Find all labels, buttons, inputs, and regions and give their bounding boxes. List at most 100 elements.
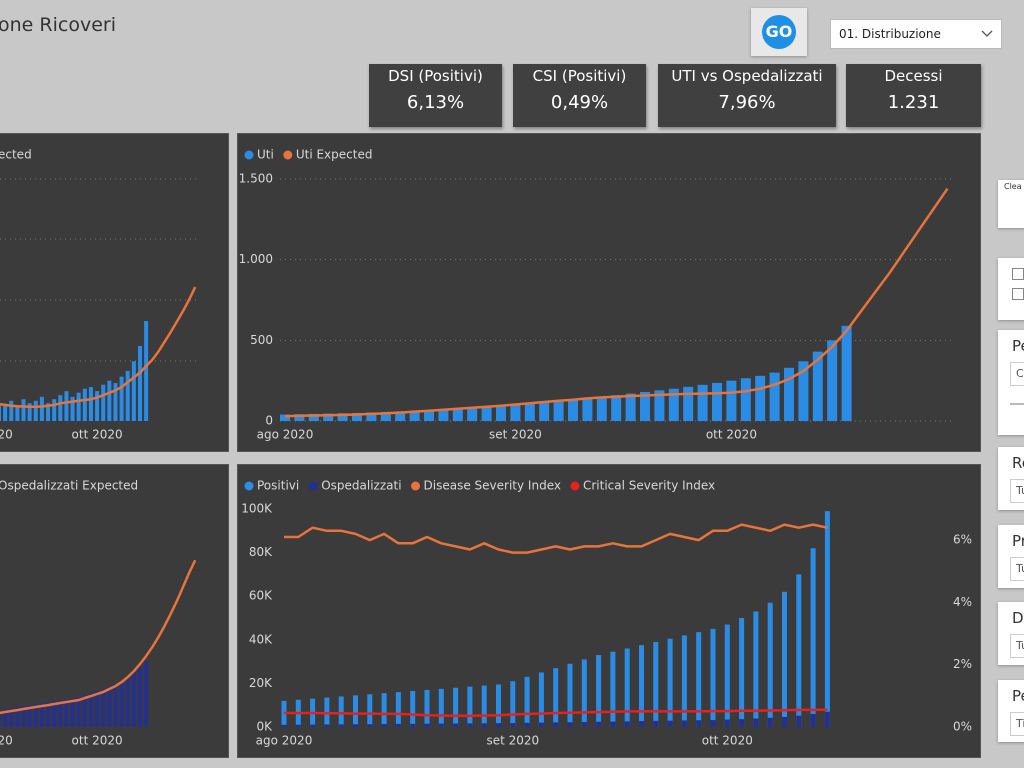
bar bbox=[131, 361, 136, 421]
bar bbox=[424, 723, 430, 727]
bar bbox=[784, 367, 794, 421]
bar bbox=[755, 375, 766, 421]
legend-marker bbox=[411, 481, 421, 491]
bar bbox=[467, 723, 473, 727]
panel bbox=[237, 464, 981, 758]
bar bbox=[510, 723, 516, 727]
bar bbox=[295, 724, 301, 727]
legend-label: Critical Severity Index bbox=[583, 479, 715, 493]
bar bbox=[381, 693, 387, 727]
slicer-field[interactable]: Tu bbox=[1010, 634, 1024, 658]
dropdown[interactable]: 01. Distribuzione bbox=[830, 19, 1002, 49]
bar bbox=[338, 724, 344, 727]
bar bbox=[3, 404, 8, 421]
bar bbox=[125, 370, 130, 421]
slicer-field[interactable]: C bbox=[1010, 362, 1024, 386]
line bbox=[0, 559, 197, 715]
bar bbox=[481, 723, 487, 727]
bar bbox=[798, 361, 809, 421]
bar bbox=[610, 721, 616, 727]
bar bbox=[381, 724, 387, 727]
legend-marker bbox=[308, 481, 318, 491]
slicer-field[interactable]: Tu bbox=[1010, 557, 1024, 581]
bar bbox=[76, 392, 81, 421]
bar bbox=[453, 687, 459, 727]
bar bbox=[0, 403, 1, 421]
tick-label: 0K bbox=[256, 720, 273, 734]
x-tick-label: ott 2020 bbox=[702, 734, 753, 748]
bar bbox=[395, 692, 401, 727]
bar bbox=[710, 720, 716, 727]
slicer-field[interactable]: Tu bbox=[1010, 479, 1024, 503]
go-label[interactable]: GO bbox=[762, 15, 796, 49]
bar bbox=[767, 717, 773, 727]
x-tick-label: ott 2020 bbox=[706, 428, 757, 442]
bar bbox=[52, 399, 57, 421]
bar bbox=[137, 345, 142, 421]
bar bbox=[524, 403, 535, 421]
kpi-card: Decessi 1.231 bbox=[846, 64, 981, 127]
tick-label: 2% bbox=[953, 657, 972, 671]
bar bbox=[812, 351, 823, 421]
kpi-value: 6,13% bbox=[406, 92, 465, 113]
tick-label: 80K bbox=[249, 545, 273, 559]
bar bbox=[144, 320, 149, 421]
bar bbox=[337, 413, 348, 421]
bar bbox=[410, 723, 416, 727]
page-title: one Ricoveri bbox=[0, 14, 116, 36]
bar bbox=[653, 720, 659, 727]
legend-label: Disease Severity Index bbox=[424, 479, 561, 493]
bar bbox=[496, 723, 501, 727]
bar bbox=[125, 677, 130, 727]
bar bbox=[724, 719, 730, 727]
bar bbox=[39, 396, 44, 421]
legend-label: Positivi bbox=[257, 479, 299, 493]
bar bbox=[697, 384, 708, 421]
bar bbox=[308, 413, 319, 421]
checkbox[interactable] bbox=[1012, 288, 1024, 300]
checkbox[interactable] bbox=[1012, 268, 1024, 280]
bar bbox=[767, 602, 773, 727]
bar bbox=[9, 400, 14, 421]
checkbox-panel bbox=[998, 258, 1024, 320]
slicer-field[interactable]: Ti bbox=[1010, 712, 1024, 736]
bar bbox=[107, 380, 112, 421]
bar bbox=[323, 413, 334, 421]
bar bbox=[625, 393, 636, 421]
bar bbox=[496, 684, 501, 727]
bar bbox=[827, 340, 838, 421]
bar bbox=[82, 695, 87, 727]
chart: 20 ott 2020 Ospedalizzati Expected bbox=[0, 464, 229, 758]
bar bbox=[113, 684, 118, 727]
bar bbox=[553, 400, 564, 421]
clear-panel[interactable]: Clea bbox=[998, 180, 1024, 228]
panel-title: Clea bbox=[1004, 182, 1022, 191]
tick-label: 1.000 bbox=[239, 252, 273, 266]
bar bbox=[568, 399, 578, 421]
bar bbox=[611, 395, 622, 421]
bar bbox=[88, 387, 93, 421]
bar bbox=[681, 635, 687, 727]
dropdown-value: 01. Distribuzione bbox=[839, 27, 941, 41]
bar bbox=[58, 395, 63, 421]
bar bbox=[481, 406, 492, 421]
bar bbox=[739, 618, 745, 727]
bar bbox=[596, 396, 607, 421]
panel-title: Re bbox=[1012, 454, 1024, 472]
x-tick-label: ago 2020 bbox=[256, 734, 313, 748]
go-button[interactable]: GO bbox=[751, 8, 807, 56]
bar bbox=[64, 391, 69, 421]
bar bbox=[107, 687, 112, 727]
bar bbox=[496, 405, 506, 421]
bar bbox=[409, 410, 420, 421]
bar bbox=[639, 645, 644, 727]
bar bbox=[95, 691, 100, 727]
bar bbox=[438, 723, 444, 727]
bar bbox=[367, 724, 373, 727]
line bbox=[0, 286, 197, 409]
bar bbox=[46, 403, 51, 421]
tick-label: 60K bbox=[249, 589, 273, 603]
bar bbox=[553, 668, 559, 727]
bar bbox=[64, 699, 69, 727]
